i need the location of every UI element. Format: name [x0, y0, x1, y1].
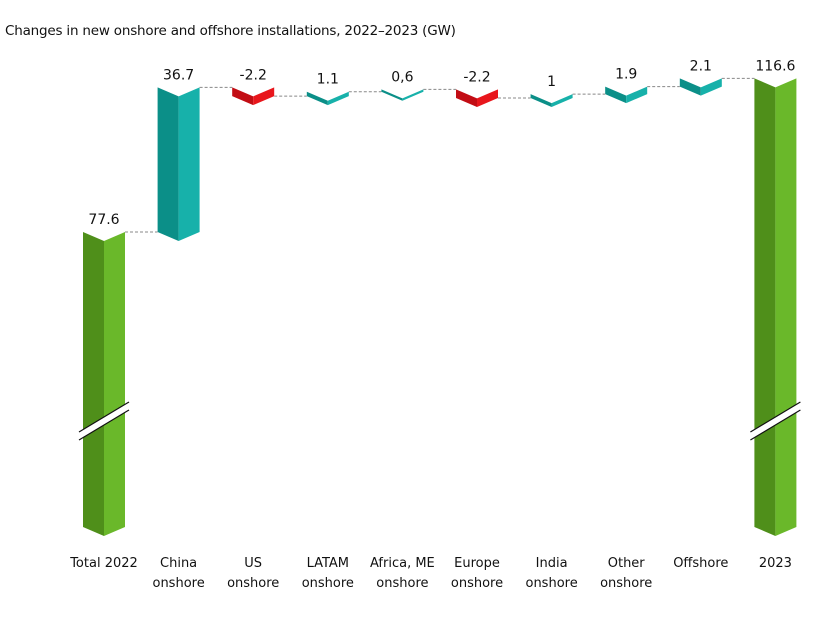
- bar-left-face: [157, 87, 179, 241]
- x-tick-label: Africa, ME: [370, 556, 435, 571]
- bar-right-face: [178, 87, 200, 241]
- bar-right-face: [626, 86, 648, 104]
- data-label: 1.9: [615, 67, 637, 83]
- bar-right-face: [253, 87, 275, 106]
- axis-break-line: [78, 401, 130, 433]
- x-tick-label: onshore: [152, 576, 204, 591]
- x-tick-label: India: [536, 556, 568, 571]
- data-label: -2.2: [463, 69, 490, 85]
- x-tick-label: onshore: [600, 576, 652, 591]
- data-label: 36.7: [163, 67, 194, 83]
- axis-break-line: [750, 409, 801, 441]
- bar-left-face: [232, 87, 254, 106]
- data-label: 1: [547, 74, 556, 90]
- bar-left-face: [83, 232, 104, 536]
- bar-right-face: [104, 232, 125, 536]
- bar-left-face: [605, 86, 627, 104]
- bar-right-face: [775, 78, 797, 536]
- x-tick-label: onshore: [302, 576, 354, 591]
- bar-left-face: [679, 78, 701, 96]
- bar-right-face: [551, 94, 573, 108]
- data-label: 0,6: [391, 69, 413, 85]
- x-tick-label: US: [244, 556, 262, 571]
- x-tick-label: Offshore: [673, 556, 728, 571]
- bar-left-face: [754, 78, 776, 536]
- bar-right-face: [700, 78, 722, 96]
- data-label: 2.1: [690, 58, 712, 74]
- axis-break-line: [750, 401, 801, 433]
- x-tick-label: LATAM: [307, 556, 349, 571]
- x-tick-label: onshore: [525, 576, 577, 591]
- bar-left-face: [530, 94, 552, 108]
- x-tick-label: Other: [608, 556, 646, 571]
- axis-break-mark: [79, 402, 129, 440]
- data-label: 1.1: [317, 72, 339, 88]
- data-label: 116.6: [755, 58, 795, 74]
- axis-break-mark: [750, 402, 801, 440]
- bar-right-face: [327, 91, 349, 106]
- axis-break-line: [78, 409, 130, 441]
- bar-left-face: [456, 89, 477, 108]
- data-label: 77.6: [88, 212, 119, 228]
- x-tick-label: Total 2022: [69, 556, 138, 571]
- x-tick-label: onshore: [376, 576, 428, 591]
- x-tick-label: Europe: [454, 556, 500, 571]
- bar-left-face: [381, 89, 403, 101]
- x-tick-label: China: [160, 556, 197, 571]
- bar-right-face: [402, 89, 424, 101]
- bar-right-face: [477, 89, 498, 108]
- x-tick-label: onshore: [451, 576, 503, 591]
- data-label: -2.2: [240, 67, 267, 83]
- x-tick-label: 2023: [759, 556, 792, 571]
- bar-left-face: [306, 91, 328, 106]
- x-tick-label: onshore: [227, 576, 279, 591]
- chart-title: Changes in new onshore and offshore inst…: [5, 23, 456, 39]
